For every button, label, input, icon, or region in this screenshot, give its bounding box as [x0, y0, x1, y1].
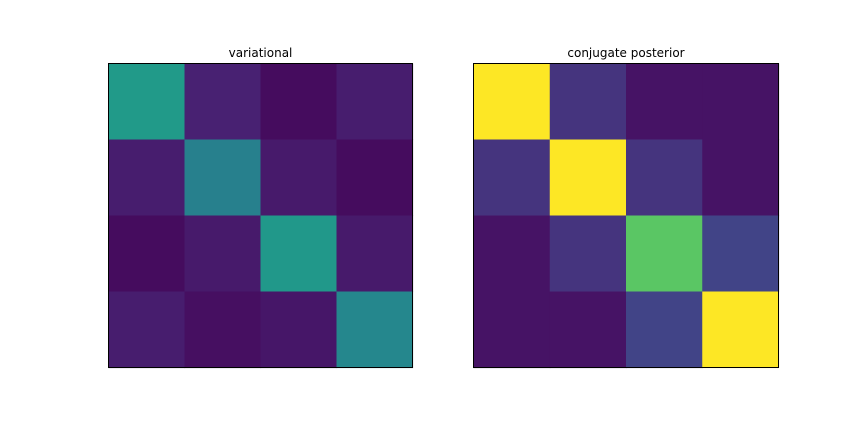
- heatmap-title: variational: [229, 46, 293, 60]
- heatmap-title: conjugate posterior: [567, 46, 684, 60]
- heatmap-cell-r2-c2: [626, 215, 703, 293]
- heatmap-cell-r2-c1: [549, 215, 627, 293]
- heatmap-cell-r2-c2: [260, 215, 338, 293]
- heatmap-cell-r1-c0: [473, 139, 551, 217]
- heatmap-cell-r3-c0: [473, 291, 551, 369]
- heatmap-cell-r2-c3: [702, 215, 780, 293]
- heatmap-cell-r0-c2: [626, 63, 703, 141]
- heatmap-cell-r1-c1: [549, 139, 627, 217]
- heatmap-cell-r1-c2: [626, 139, 703, 217]
- heatmap-cell-r3-c3: [702, 291, 780, 369]
- heatmap-cell-r1-c3: [702, 139, 780, 217]
- heatmap-cells: [108, 63, 414, 369]
- heatmap-cell-r0-c3: [336, 63, 414, 141]
- heatmap-cell-r2-c3: [336, 215, 414, 293]
- heatmap-cell-r3-c2: [260, 291, 338, 369]
- heatmap-cell-r2-c0: [473, 215, 551, 293]
- heatmap-cell-r3-c2: [626, 291, 703, 369]
- heatmap-cell-r0-c1: [184, 63, 262, 141]
- heatmap-cell-r1-c2: [260, 139, 338, 217]
- heatmap-cell-r0-c2: [260, 63, 338, 141]
- heatmap-cell-r1-c0: [108, 139, 186, 217]
- heatmap-cells: [473, 63, 780, 369]
- heatmap-cell-r0-c0: [108, 63, 186, 141]
- heatmap-cell-r3-c1: [549, 291, 627, 369]
- heatmap-frame: [473, 63, 779, 368]
- heatmap-frame: [108, 63, 413, 368]
- heatmap-cell-r3-c1: [184, 291, 262, 369]
- heatmap-cell-r0-c1: [549, 63, 627, 141]
- heatmap-cell-r0-c0: [473, 63, 551, 141]
- heatmap-cell-r3-c3: [336, 291, 414, 369]
- heatmap-cell-r1-c3: [336, 139, 414, 217]
- heatmap-cell-r2-c0: [108, 215, 186, 293]
- heatmap-cell-r1-c1: [184, 139, 262, 217]
- heatmap-panel-conjugate-posterior: conjugate posterior: [473, 46, 780, 369]
- heatmap-cell-r0-c3: [702, 63, 780, 141]
- heatmap-cell-r3-c0: [108, 291, 186, 369]
- heatmap-panel-variational: variational: [108, 46, 414, 369]
- heatmap-cell-r2-c1: [184, 215, 262, 293]
